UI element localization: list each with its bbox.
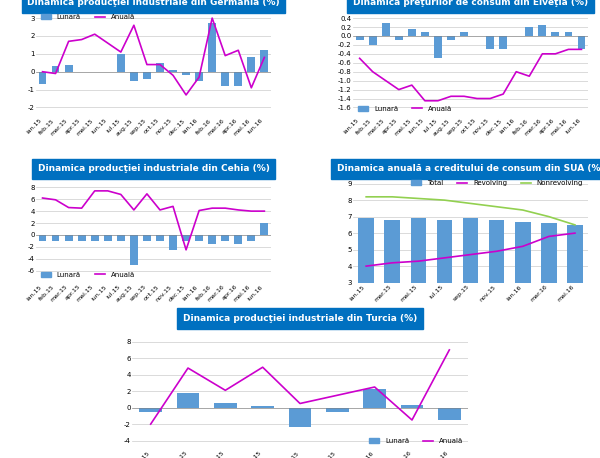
Bar <box>434 36 442 58</box>
Bar <box>499 36 507 49</box>
Bar <box>139 408 162 412</box>
Bar <box>260 50 268 72</box>
Bar <box>486 36 494 49</box>
Bar <box>395 36 403 40</box>
Bar <box>369 36 377 45</box>
Bar <box>356 36 364 40</box>
Bar <box>143 72 151 79</box>
Bar <box>235 72 242 86</box>
Bar <box>565 32 572 36</box>
Bar <box>221 235 229 241</box>
Bar <box>117 235 125 241</box>
Bar <box>551 32 559 36</box>
Bar <box>538 25 546 36</box>
Bar <box>438 408 461 420</box>
Bar <box>130 235 138 265</box>
Bar <box>410 218 426 332</box>
Bar <box>38 72 46 84</box>
Bar <box>289 408 311 426</box>
Title: Dinamica producţiei industriale din Cehia (%): Dinamica producţiei industriale din Cehi… <box>38 164 269 173</box>
Bar <box>65 235 73 241</box>
Bar <box>447 36 455 40</box>
Bar <box>437 220 452 332</box>
Bar <box>358 218 374 332</box>
Legend: Lunară, Anuală: Lunară, Anuală <box>40 13 136 22</box>
Title: Dinamica producţiei industriale din Turcia (%): Dinamica producţiei industriale din Turc… <box>183 314 417 323</box>
Bar <box>169 70 177 72</box>
Bar <box>177 393 199 408</box>
Bar <box>214 403 236 408</box>
Bar <box>195 235 203 241</box>
Bar <box>65 65 73 72</box>
Bar <box>489 220 505 332</box>
Bar <box>567 225 583 332</box>
Bar <box>130 72 138 81</box>
Bar <box>326 408 349 412</box>
Bar <box>169 235 177 250</box>
Bar <box>156 63 164 72</box>
Bar <box>385 220 400 332</box>
Title: Dinamica anuală a creditului de consum din SUA (%): Dinamica anuală a creditului de consum d… <box>337 164 600 173</box>
Bar <box>247 235 255 241</box>
Bar <box>117 54 125 72</box>
Bar <box>182 72 190 75</box>
Bar <box>208 23 216 72</box>
Bar <box>52 66 59 72</box>
Legend: Lunară, Anuală: Lunară, Anuală <box>368 436 464 445</box>
Bar <box>260 223 268 235</box>
Bar <box>182 235 190 241</box>
Bar <box>235 235 242 244</box>
Legend: Total, Revolving, Nonrevolving: Total, Revolving, Nonrevolving <box>409 179 584 188</box>
Bar <box>401 405 423 408</box>
Bar <box>208 235 216 244</box>
Bar <box>91 235 98 241</box>
Bar <box>463 218 478 332</box>
Bar <box>52 235 59 241</box>
Bar <box>38 235 46 241</box>
Bar <box>460 32 468 36</box>
Bar <box>221 72 229 86</box>
Bar <box>104 235 112 241</box>
Bar <box>251 406 274 408</box>
Bar <box>578 36 586 49</box>
Bar <box>78 235 86 241</box>
Bar <box>143 235 151 241</box>
Bar <box>515 222 530 332</box>
Title: Dinamica producţiei industriale din Germania (%): Dinamica producţiei industriale din Germ… <box>27 0 280 7</box>
Legend: Lunară, Anuală: Lunară, Anuală <box>40 270 136 279</box>
Bar <box>195 72 203 81</box>
Bar <box>541 223 557 332</box>
Bar <box>421 32 429 36</box>
Bar <box>247 57 255 72</box>
Bar <box>156 235 164 241</box>
Bar <box>526 27 533 36</box>
Title: Dinamica preţurilor de consum din Elveţia (%): Dinamica preţurilor de consum din Elveţi… <box>353 0 588 7</box>
Bar <box>382 22 389 36</box>
Legend: Lunară, Anuală: Lunară, Anuală <box>356 104 454 113</box>
Bar <box>408 29 416 36</box>
Bar <box>364 389 386 408</box>
